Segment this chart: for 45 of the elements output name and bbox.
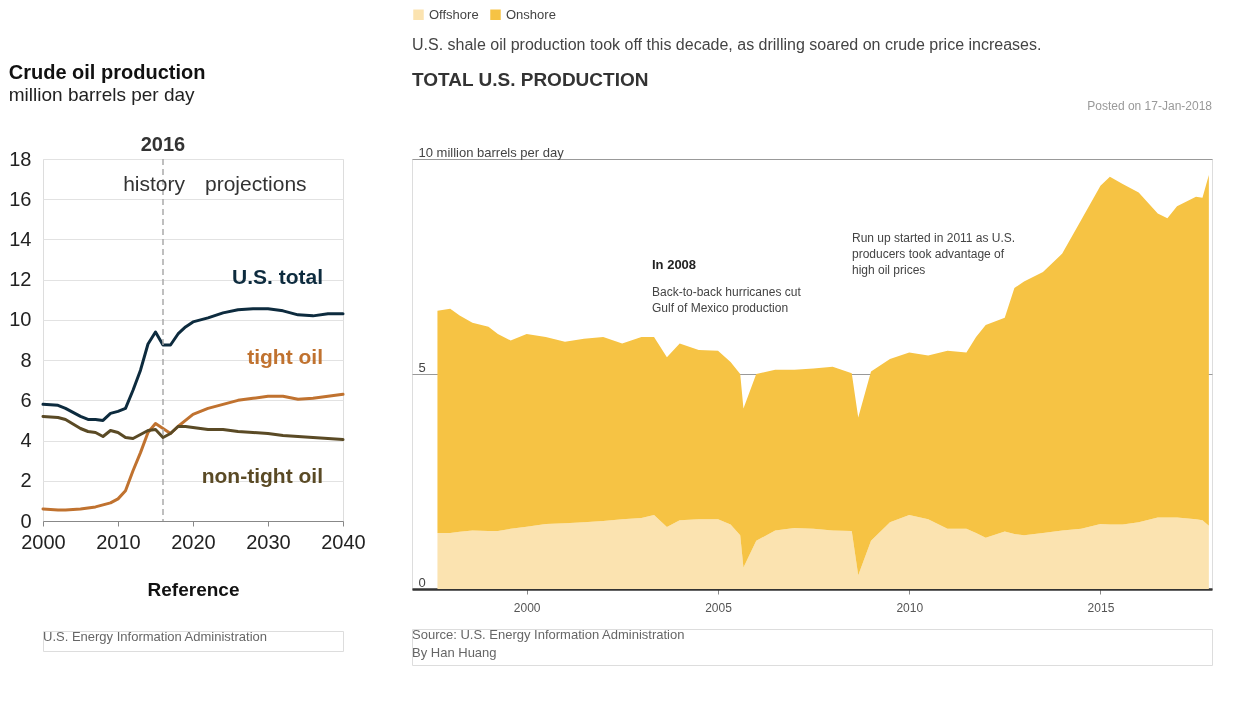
y-tick-label: 6 — [20, 388, 32, 411]
y-tick-label: 14 — [9, 227, 32, 250]
y-tick-label: 10 million barrels per day — [418, 144, 565, 160]
x-tick-label: 2040 — [321, 530, 366, 553]
annotation: projections — [205, 172, 307, 195]
y-tick-label: 0 — [20, 509, 32, 532]
chart-title: U.S. shale oil production took off this decade, as drilling soared on crude price increases. — [412, 36, 1042, 53]
line-series — [41, 307, 345, 422]
line-series — [41, 392, 345, 512]
chart-title: Crude oil production — [8, 61, 206, 83]
ref-line-label: 2016 — [140, 133, 186, 155]
y-tick-label: 5 — [418, 359, 426, 375]
y-tick-label: 16 — [9, 187, 32, 210]
text: By Han Huang — [412, 645, 497, 660]
y-tick-label: 10 — [9, 308, 32, 331]
x-tick-label: 2015 — [1087, 600, 1115, 615]
y-tick-label: 0 — [418, 574, 426, 590]
x-tick-label: 2000 — [513, 600, 541, 615]
y-tick-label: 18 — [9, 147, 32, 170]
chart-subtitle: TOTAL U.S. PRODUCTION — [412, 69, 649, 90]
annotation: Back-to-back hurricanes cut Gulf of Mexico production — [652, 285, 802, 315]
line-series — [41, 414, 345, 442]
legend-label: Offshore — [429, 6, 479, 22]
x-tick-label: 2000 — [21, 530, 66, 553]
text: Posted on 17-Jan-2018 — [1087, 99, 1213, 113]
annotation: Run up started in 2011 as U.S. producers took advantage of high oil prices — [852, 231, 1016, 277]
series-label: tight oil — [247, 345, 323, 369]
series-label: non-tight oil — [201, 463, 323, 487]
x-tick-label: 2030 — [246, 530, 291, 553]
annotation: In 2008 — [652, 257, 697, 272]
x-tick-label: 2010 — [896, 600, 924, 615]
y-tick-label: 12 — [9, 268, 32, 291]
chart-subtitle: million barrels per day — [8, 84, 196, 105]
annotation: history — [123, 172, 186, 195]
legend-label: Onshore — [506, 6, 556, 22]
series-label: U.S. total — [231, 264, 323, 288]
y-tick-label: 8 — [20, 348, 32, 371]
x-tick-label: 2020 — [171, 530, 216, 553]
text: U.S. Energy Information Administration — [43, 629, 267, 644]
y-tick-label: 4 — [20, 429, 32, 452]
x-tick-label: 2005 — [705, 600, 733, 615]
x-axis-title: Reference — [147, 578, 240, 600]
source-note: Source: U.S. Energy Information Administration — [412, 627, 685, 642]
y-tick-label: 2 — [20, 469, 32, 492]
x-tick-label: 2010 — [96, 530, 141, 553]
